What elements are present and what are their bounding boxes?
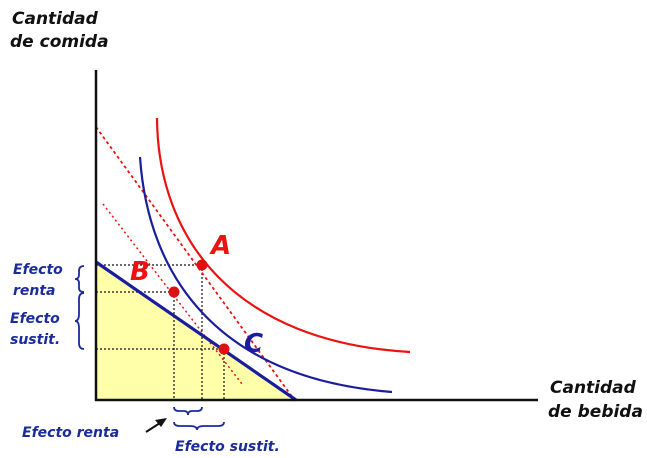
substitution-effect-x-label: Efecto sustit.: [175, 439, 280, 455]
guides-point-b: [96, 291, 175, 400]
x-axis-label-line1: Cantidad: [550, 378, 637, 398]
income-effect-y-brace: [74, 265, 85, 293]
original-budget-line: [95, 126, 294, 399]
point-c-label: C: [244, 329, 263, 359]
point-b-label: B: [130, 257, 150, 287]
point-a-marker: [196, 259, 208, 271]
point-c-marker: [218, 343, 230, 355]
substitution-effect-x-brace: [173, 421, 225, 431]
substitution-effect-y-brace: [74, 292, 85, 350]
point-a-label: A: [209, 231, 231, 261]
income-effect-y-line1: Efecto: [13, 262, 63, 278]
substitution-effect-y-line2: sustit.: [10, 332, 60, 348]
income-effect-x-brace: [173, 406, 203, 416]
indifference-curve-high: [155, 117, 411, 354]
y-axis-label-line2: de comida: [10, 32, 109, 52]
guides-point-a: [96, 264, 203, 400]
guides-point-c: [96, 348, 225, 400]
x-axis-label-line2: de bebida: [548, 402, 643, 422]
income-effect-y-line2: renta: [13, 283, 56, 299]
substitution-effect-y-line1: Efecto: [10, 311, 60, 327]
indifference-curve-low: [138, 156, 393, 394]
income-effect-x-label: Efecto renta: [22, 425, 119, 441]
y-axis-label-line1: Cantidad: [12, 9, 99, 29]
point-b-marker: [168, 286, 180, 298]
new-budget-line: [95, 260, 297, 402]
income-effect-arrow-icon: [145, 418, 167, 433]
